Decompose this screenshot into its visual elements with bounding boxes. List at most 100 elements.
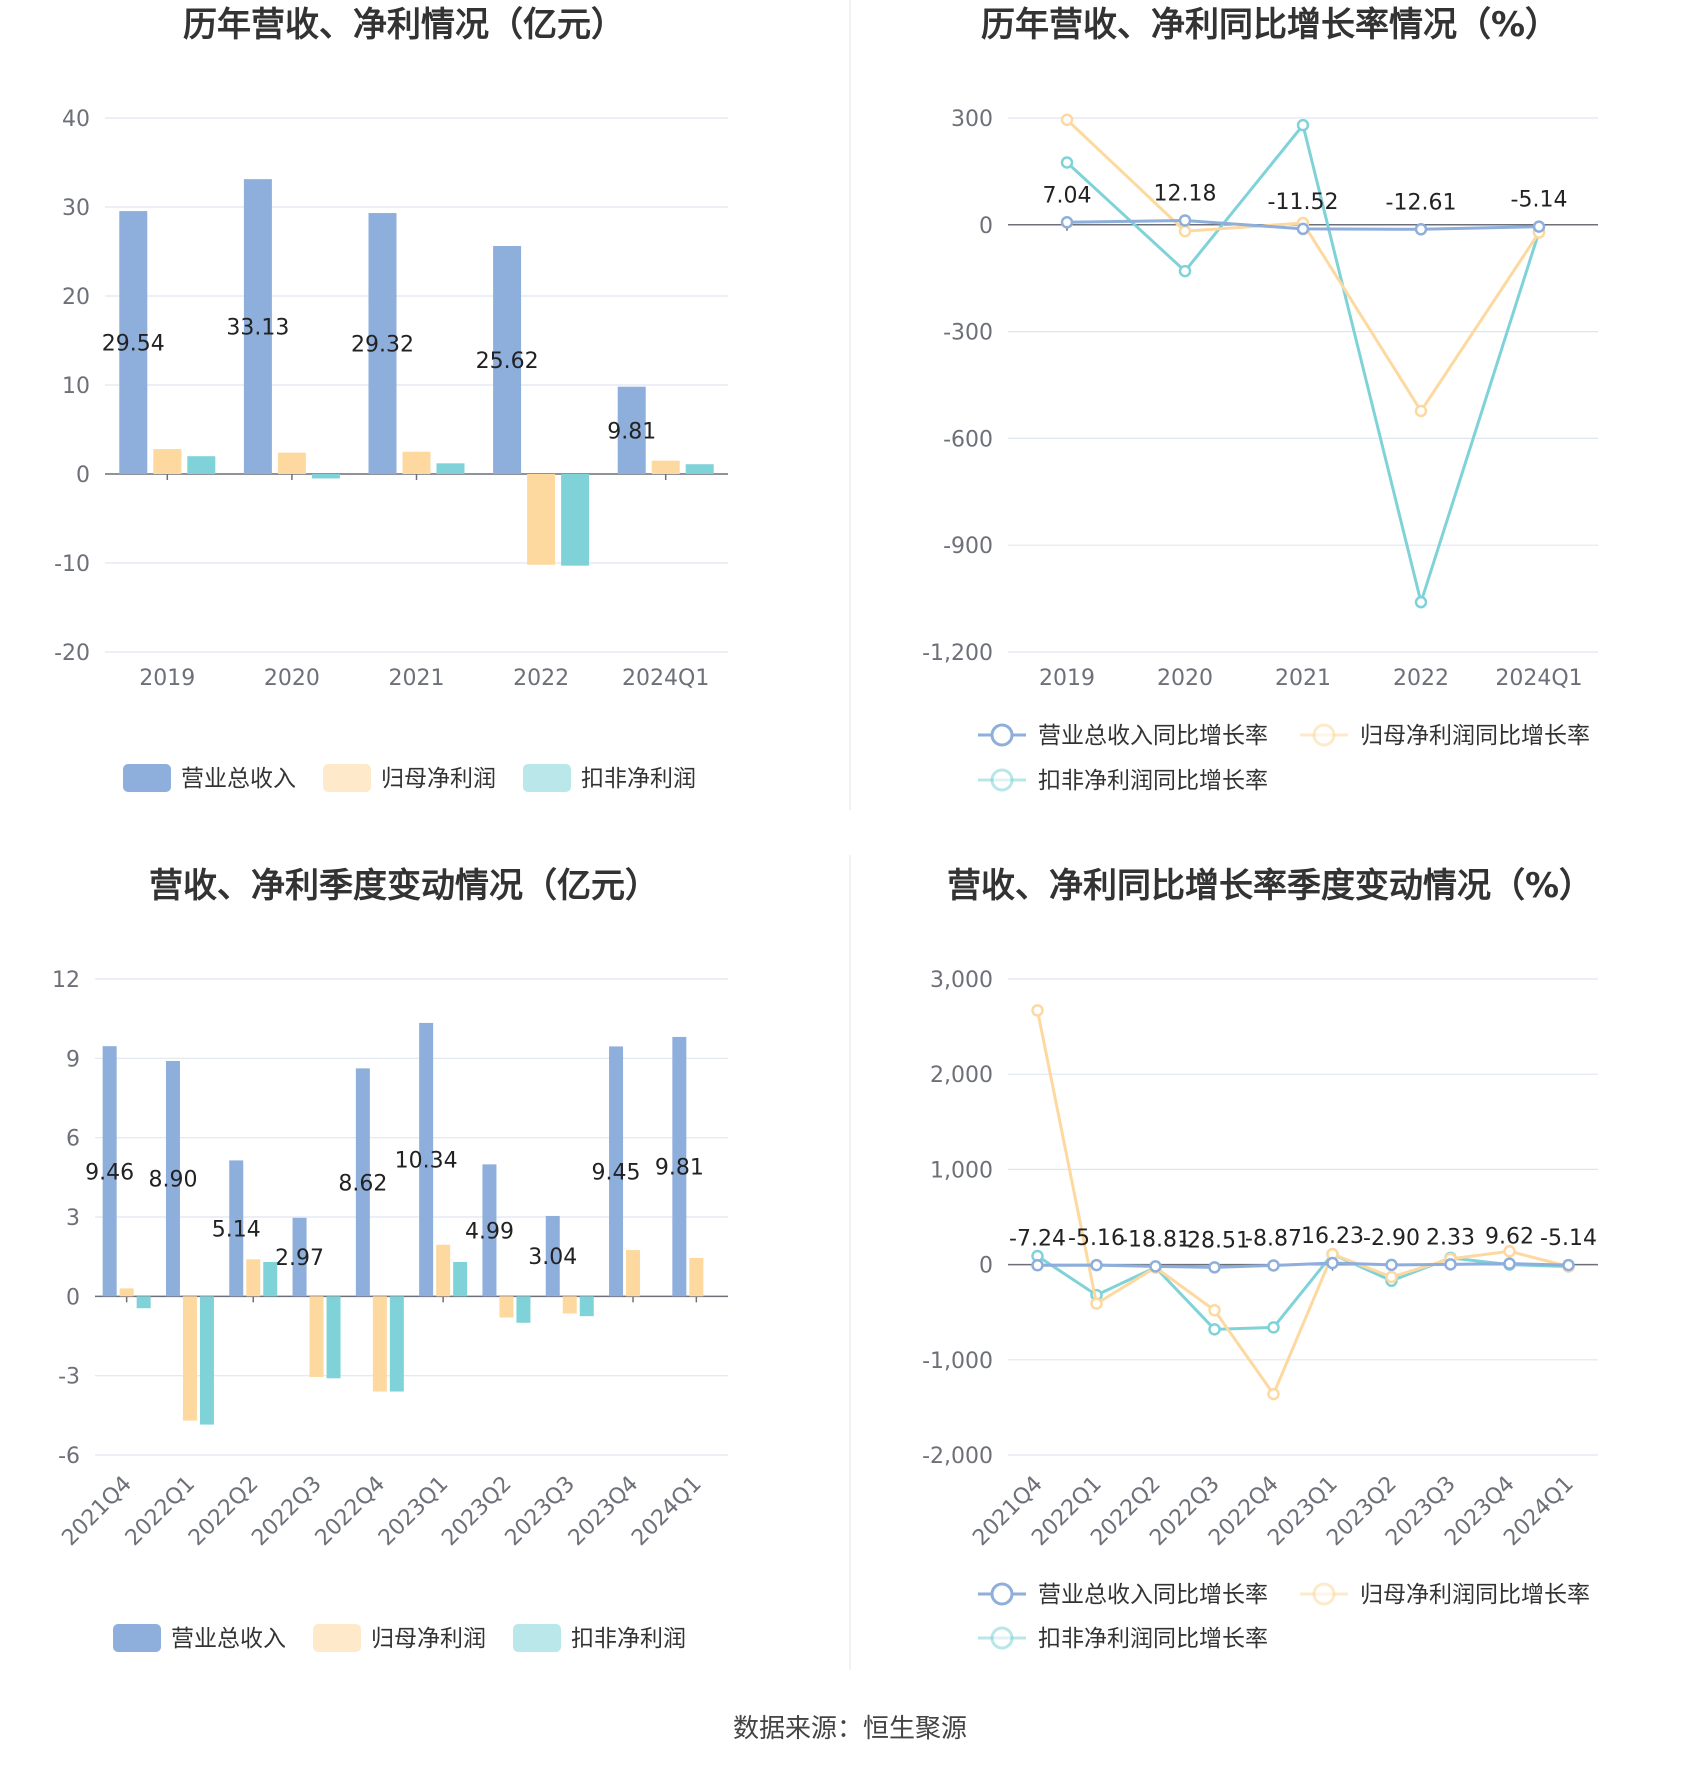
data-point	[1178, 224, 1192, 238]
bar	[516, 1296, 531, 1323]
data-label: 10.34	[395, 1149, 458, 1174]
y-tick-label: -6	[58, 1444, 80, 1469]
data-label: -12.61	[1386, 190, 1457, 215]
bar	[136, 1296, 151, 1309]
series-line	[1065, 118, 1541, 414]
y-tick-label: -20	[54, 641, 90, 666]
bar	[617, 386, 646, 474]
bar	[499, 1296, 514, 1318]
y-tick-label: 0	[66, 1285, 80, 1310]
bar	[199, 1296, 214, 1425]
data-label: -5.16	[1068, 1226, 1125, 1251]
y-tick-label: 1,000	[930, 1158, 993, 1183]
legend-marker	[990, 768, 1014, 792]
x-tick-label: 2022	[1393, 666, 1449, 691]
data-label: 5.14	[212, 1217, 261, 1242]
x-tick-label: 2023Q4	[564, 1472, 643, 1551]
bar	[277, 452, 306, 474]
legend-label: 营业总收入同比增长率	[1038, 1582, 1268, 1608]
bar	[153, 449, 182, 474]
y-tick-label: -3	[58, 1365, 80, 1390]
y-tick-label: -1,200	[922, 641, 993, 666]
data-label: 9.46	[85, 1160, 134, 1185]
data-point	[1267, 1321, 1280, 1334]
data-label: 2.97	[275, 1246, 324, 1271]
x-tick-label: 2021	[389, 666, 445, 691]
data-point	[1562, 1258, 1575, 1272]
data-point	[1503, 1257, 1516, 1270]
bar	[102, 1046, 117, 1297]
y-tick-label: 20	[62, 285, 90, 310]
bar	[689, 1257, 704, 1297]
y-tick-label: 6	[66, 1127, 80, 1152]
data-label: -5.14	[1511, 188, 1568, 213]
legend-marker	[990, 1626, 1014, 1650]
legend-label: 扣非净利润同比增长率	[1038, 1626, 1268, 1652]
bar	[436, 1244, 451, 1297]
data-label: 9.62	[1485, 1225, 1534, 1250]
chart-title: 营收、净利季度变动情况（亿元）	[149, 866, 659, 906]
x-tick-label: 2019	[139, 666, 195, 691]
bar	[372, 1296, 387, 1392]
bar	[579, 1296, 594, 1317]
bar	[311, 474, 340, 479]
data-point	[1296, 222, 1310, 236]
bar	[326, 1296, 341, 1379]
bar	[561, 474, 590, 566]
x-tick-label: 2020	[264, 666, 320, 691]
bar	[355, 1068, 370, 1297]
legend-label: 归母净利润	[381, 766, 496, 792]
x-tick-label: 2022Q2	[184, 1472, 263, 1551]
data-point	[1326, 1256, 1339, 1270]
y-tick-label: 0	[979, 214, 993, 239]
data-point	[1385, 1258, 1398, 1272]
bar	[292, 1217, 307, 1297]
legend-label: 营业总收入	[181, 766, 296, 792]
legend-marker	[990, 1582, 1014, 1606]
quarterly-revenue-profit-bar-chart: 营收、净利季度变动情况（亿元）-6-30369122021Q42022Q1202…	[52, 866, 728, 1652]
data-point	[1031, 1004, 1044, 1017]
y-tick-label: -900	[943, 534, 993, 559]
data-point	[1208, 1261, 1221, 1274]
data-label: 12.18	[1154, 181, 1217, 206]
bar	[246, 1259, 261, 1297]
y-tick-label: -600	[943, 427, 993, 452]
data-source-note: 数据来源：恒生聚源	[733, 1714, 967, 1744]
bar	[436, 463, 465, 474]
bar	[187, 456, 216, 474]
y-tick-label: -1,000	[922, 1349, 993, 1374]
data-point	[1090, 1258, 1103, 1272]
bar	[263, 1261, 278, 1297]
data-point	[1385, 1270, 1398, 1284]
y-tick-label: 300	[951, 107, 993, 132]
series-line	[1036, 1010, 1569, 1398]
x-tick-label: 2023Q3	[501, 1472, 580, 1551]
legend-swatch	[313, 1624, 361, 1652]
bar	[651, 460, 680, 474]
chart-title: 历年营收、净利同比增长率情况（%）	[981, 5, 1559, 45]
bar	[389, 1296, 404, 1392]
y-tick-label: -2,000	[922, 1444, 993, 1469]
data-label: 2.33	[1426, 1225, 1475, 1250]
data-label: 29.54	[102, 332, 165, 357]
data-point	[1178, 214, 1192, 227]
quarterly-growth-rate-line-chart: 营收、净利同比增长率季度变动情况（%） -2,000 -1,000 0 1,000 2,0…	[922, 866, 1598, 1652]
y-tick-label: 9	[66, 1047, 80, 1072]
data-point	[1178, 264, 1192, 278]
data-point	[1149, 1260, 1162, 1273]
y-tick-label: 30	[62, 196, 90, 221]
x-tick-label: 2023Q2	[437, 1472, 516, 1551]
x-tick-label: 2022	[513, 666, 569, 691]
data-point	[1503, 1245, 1516, 1258]
data-label: -2.90	[1363, 1226, 1420, 1251]
x-tick-label: 2022Q1	[121, 1472, 200, 1551]
legend-label: 归母净利润同比增长率	[1360, 723, 1590, 749]
chart-title: 历年营收、净利情况（亿元）	[183, 5, 625, 45]
x-tick-label: 2021	[1275, 666, 1331, 691]
y-tick-label: 3	[66, 1206, 80, 1231]
data-label: -5.14	[1540, 1226, 1597, 1251]
bar	[229, 1160, 244, 1297]
data-label: 3.04	[528, 1245, 577, 1270]
data-label: 8.62	[338, 1171, 387, 1196]
